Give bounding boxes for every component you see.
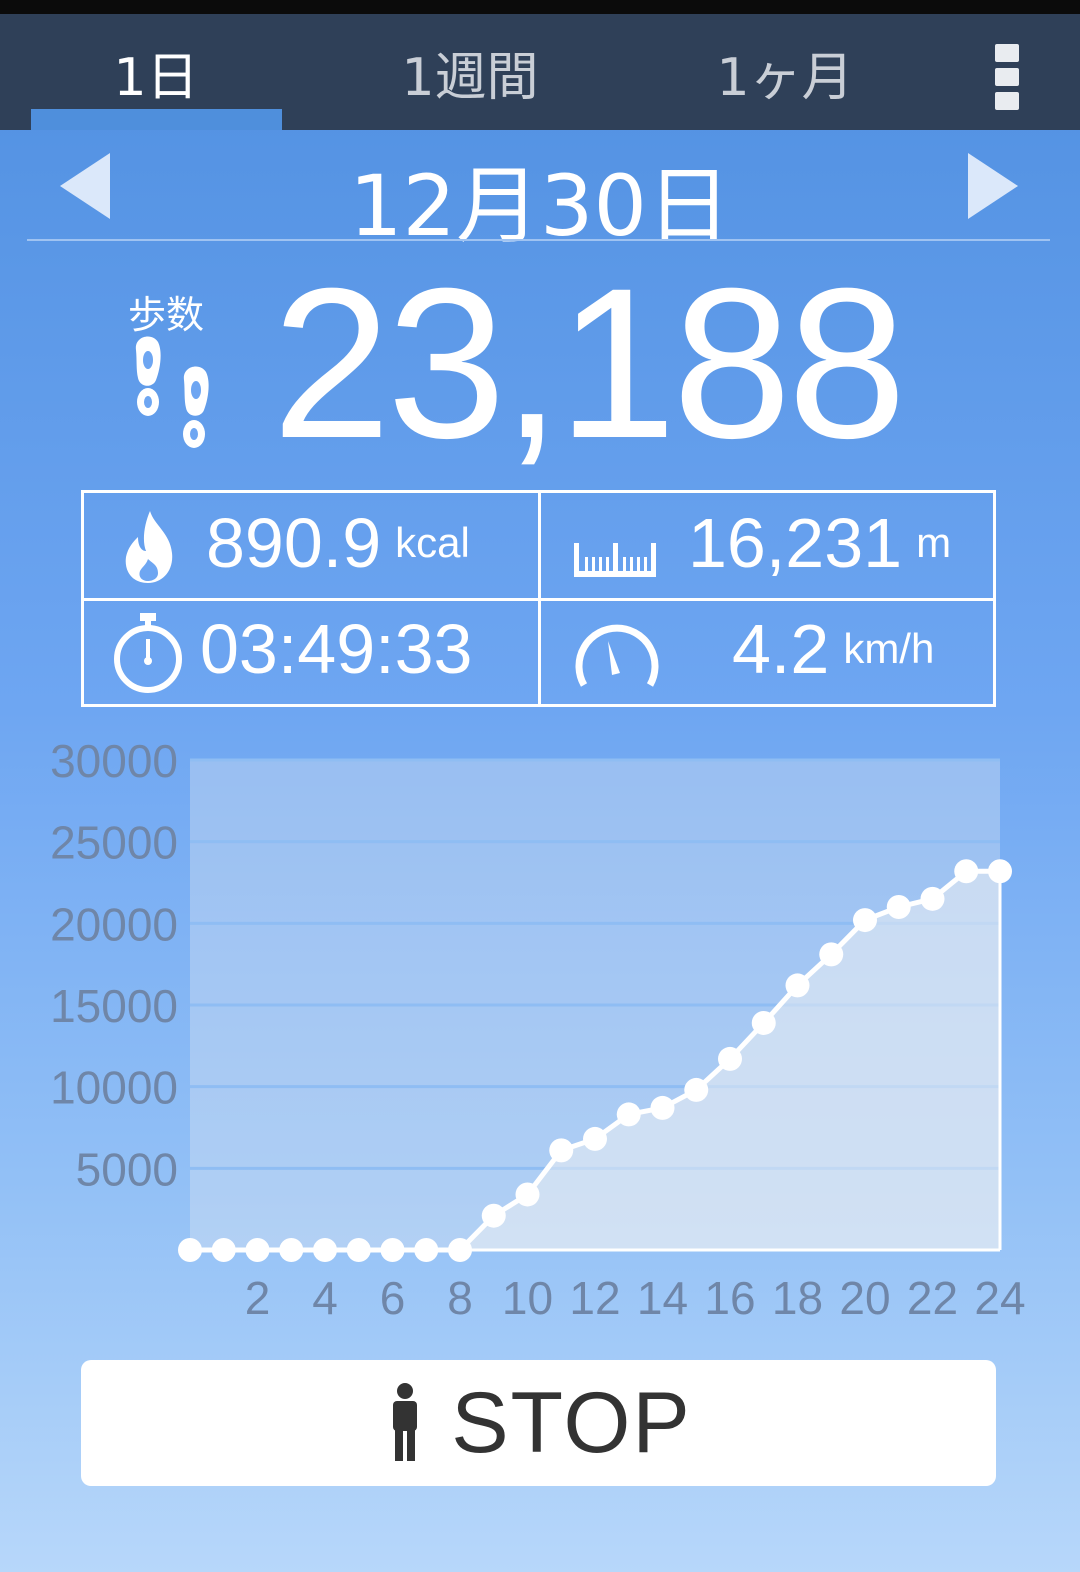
ruler-icon [574, 543, 656, 577]
calories-unit: kcal [395, 519, 470, 566]
data-point [583, 1126, 607, 1151]
x-tick-label: 6 [380, 1272, 406, 1324]
walking-person-icon [393, 1383, 418, 1461]
tab-day[interactable]: 1日 [113, 47, 199, 108]
stats-panel: 890.9 kcal 16,231 m 03:49:33 4.2 km/h [81, 490, 996, 707]
data-point [211, 1238, 236, 1262]
y-tick-label: 20000 [50, 898, 178, 950]
y-tick-label: 5000 [76, 1143, 178, 1195]
y-tick-label: 30000 [50, 735, 178, 787]
y-tick-label: 10000 [50, 1062, 178, 1114]
data-point [448, 1238, 472, 1262]
speed-stat: 4.2 km/h [732, 609, 934, 689]
x-tick-label: 16 [704, 1272, 755, 1324]
data-point [178, 1238, 202, 1262]
calories-stat: 890.9 kcal [206, 503, 470, 583]
x-tick-label: 14 [637, 1272, 688, 1324]
data-point [279, 1238, 304, 1262]
stop-button-label: STOP [451, 1374, 692, 1471]
stopwatch-icon [114, 613, 182, 693]
speed-value: 4.2 [732, 610, 830, 688]
overflow-menu-icon[interactable] [995, 44, 1023, 114]
time-stat: 03:49:33 [200, 609, 472, 689]
tab-month[interactable]: 1ヶ月 [716, 47, 854, 108]
series-area [190, 871, 1000, 1250]
data-point [515, 1182, 540, 1207]
calories-value: 890.9 [206, 504, 382, 582]
x-tick-label: 2 [245, 1272, 271, 1324]
period-tab-bar: 1日 1週間 1ヶ月 [0, 14, 1080, 130]
tab-week[interactable]: 1週間 [401, 47, 539, 108]
x-tick-label: 12 [569, 1272, 620, 1324]
data-point [718, 1046, 742, 1071]
data-point [346, 1238, 371, 1262]
y-tick-label: 25000 [50, 817, 178, 869]
data-point [616, 1102, 641, 1127]
distance-value: 16,231 [688, 504, 903, 582]
data-point [819, 942, 844, 967]
data-point [414, 1238, 439, 1262]
date-navigator: 12月30日 [0, 135, 1080, 255]
y-tick-label: 15000 [50, 980, 178, 1032]
distance-stat: 16,231 m [688, 503, 951, 583]
divider [84, 598, 993, 601]
distance-unit: m [916, 519, 952, 566]
data-point [785, 973, 810, 998]
data-point [549, 1138, 574, 1163]
next-day-arrow-icon[interactable] [968, 153, 1018, 219]
step-count: 23,188 [272, 244, 907, 483]
speedometer-icon [575, 624, 659, 687]
flame-icon [125, 511, 173, 583]
current-date: 12月30日 [349, 157, 731, 255]
time-value: 03:49:33 [200, 610, 473, 688]
x-tick-label: 4 [312, 1272, 338, 1324]
data-point [886, 895, 911, 919]
data-point [245, 1238, 270, 1262]
data-point [954, 859, 979, 884]
stop-button[interactable]: STOP [81, 1360, 996, 1486]
x-tick-label: 24 [974, 1272, 1025, 1324]
data-point [684, 1077, 709, 1102]
footprints-icon [135, 336, 209, 448]
data-point [853, 908, 877, 933]
x-tick-label: 20 [839, 1272, 890, 1324]
data-point [920, 886, 945, 911]
data-point [313, 1238, 337, 1262]
x-tick-label: 18 [772, 1272, 823, 1324]
x-tick-label: 8 [447, 1272, 473, 1324]
previous-day-arrow-icon[interactable] [60, 153, 110, 219]
divider [27, 239, 1050, 241]
x-tick-label: 10 [502, 1272, 553, 1324]
data-point [751, 1010, 776, 1035]
active-tab-indicator [31, 109, 282, 130]
data-point [481, 1203, 506, 1228]
steps-label: 歩数 [128, 293, 205, 337]
status-bar [0, 0, 1080, 14]
data-point [988, 859, 1012, 884]
data-point [380, 1238, 405, 1262]
data-point [650, 1095, 675, 1120]
speed-unit: km/h [843, 625, 935, 672]
x-tick-label: 22 [907, 1272, 958, 1324]
